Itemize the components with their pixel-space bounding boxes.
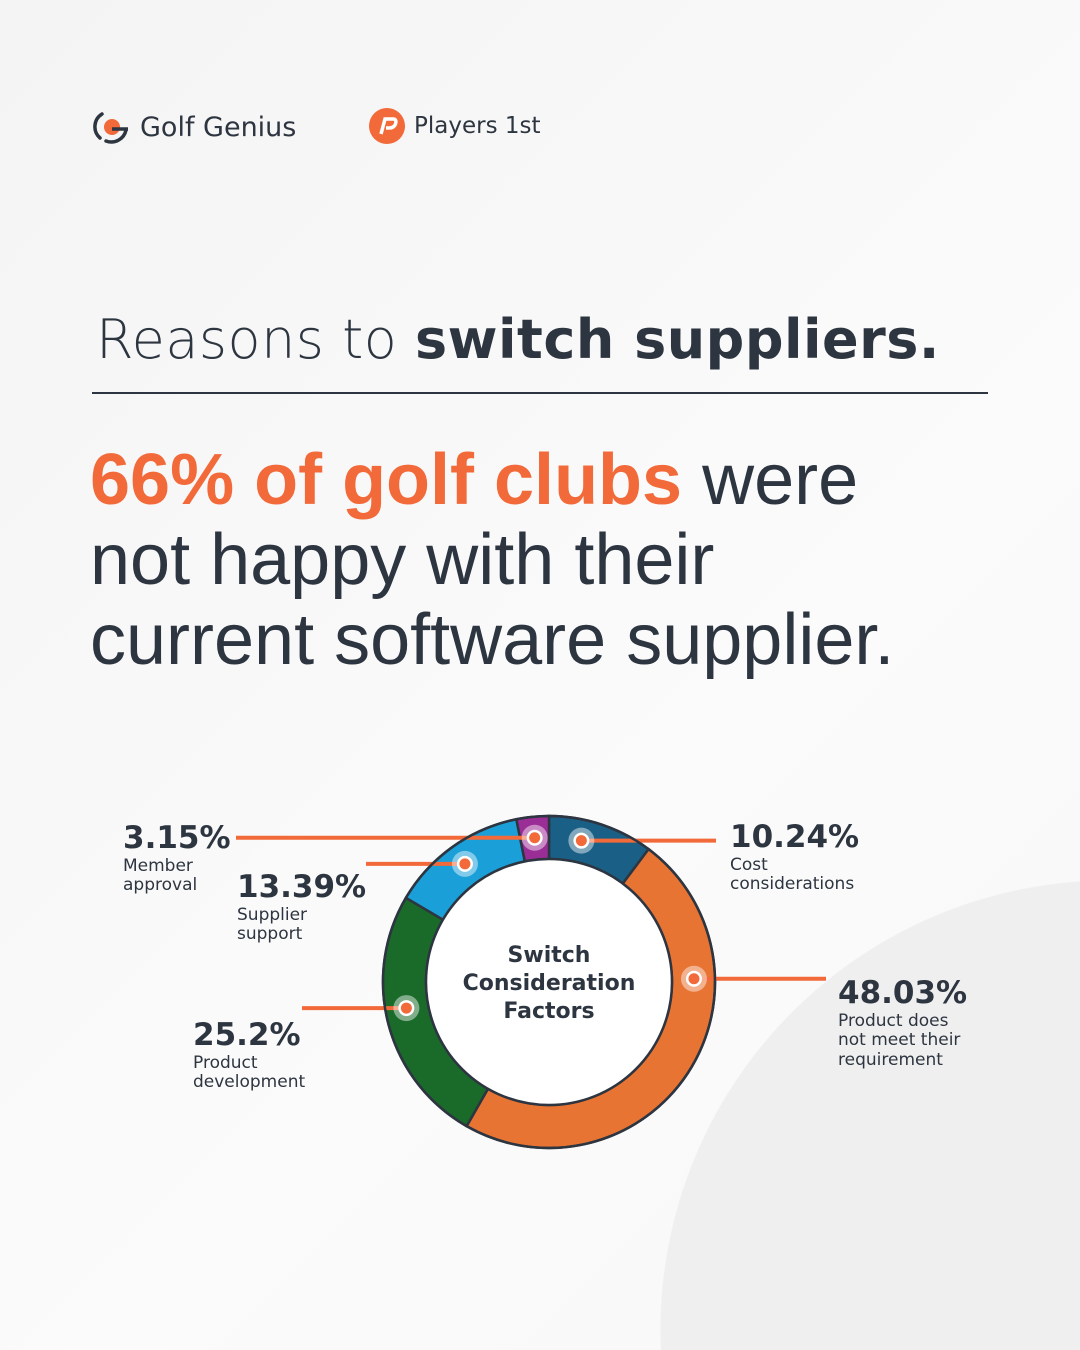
- slice-marker: [688, 973, 700, 985]
- legend-label: Supplier support: [237, 904, 308, 945]
- golf-genius-icon: [93, 112, 128, 144]
- headline-line3: current software supplier.: [90, 600, 895, 680]
- title-bold: switch suppliers.: [414, 308, 940, 371]
- data-label: 25.2%: [193, 1017, 301, 1053]
- headline-line2: not happy with their: [90, 520, 715, 600]
- label-supplier-support: 13.39% Supplier support: [237, 869, 377, 945]
- divider: [92, 392, 988, 394]
- golf-genius-wordmark: Golf Genius: [140, 111, 297, 143]
- data-label: 10.24%: [730, 819, 860, 855]
- slice-marker: [575, 835, 587, 847]
- players-first-logo: Players 1st: [368, 107, 541, 145]
- legend-label: Product does not meet their requirement: [838, 1010, 961, 1070]
- page-title: Reasons to switch suppliers.: [96, 308, 996, 371]
- headline-line1: were: [682, 440, 859, 520]
- headline-highlight: 66% of golf clubs: [90, 440, 683, 520]
- center-label: Switch Consideration Factors: [462, 943, 636, 1024]
- label-product-requirement: 48.03% Product does not meet their requir…: [838, 975, 968, 1070]
- label-member-approval: 3.15% Member approval: [123, 820, 231, 896]
- players-first-wordmark: Players 1st: [414, 113, 541, 139]
- slice-marker: [529, 832, 541, 844]
- label-product-development: 25.2% Product development: [193, 1017, 306, 1093]
- label-cost: 10.24% Cost considerations: [730, 819, 860, 895]
- slice-marker: [459, 858, 471, 870]
- data-label: 48.03%: [838, 975, 968, 1011]
- donut-hole: [424, 857, 674, 1107]
- legend-label: Product development: [193, 1052, 306, 1093]
- legend-label: Member approval: [123, 855, 198, 896]
- legend-label: Cost considerations: [730, 854, 855, 895]
- title-regular: Reasons to: [96, 308, 415, 371]
- headline: 66% of golf clubs were not happy with th…: [90, 440, 1050, 680]
- data-label: 13.39%: [237, 869, 367, 905]
- donut-outline: [381, 814, 717, 1150]
- golf-genius-logo: Golf Genius: [92, 108, 296, 146]
- slice-marker: [400, 1002, 412, 1014]
- players-first-icon: [369, 108, 405, 144]
- data-label: 3.15%: [123, 820, 231, 856]
